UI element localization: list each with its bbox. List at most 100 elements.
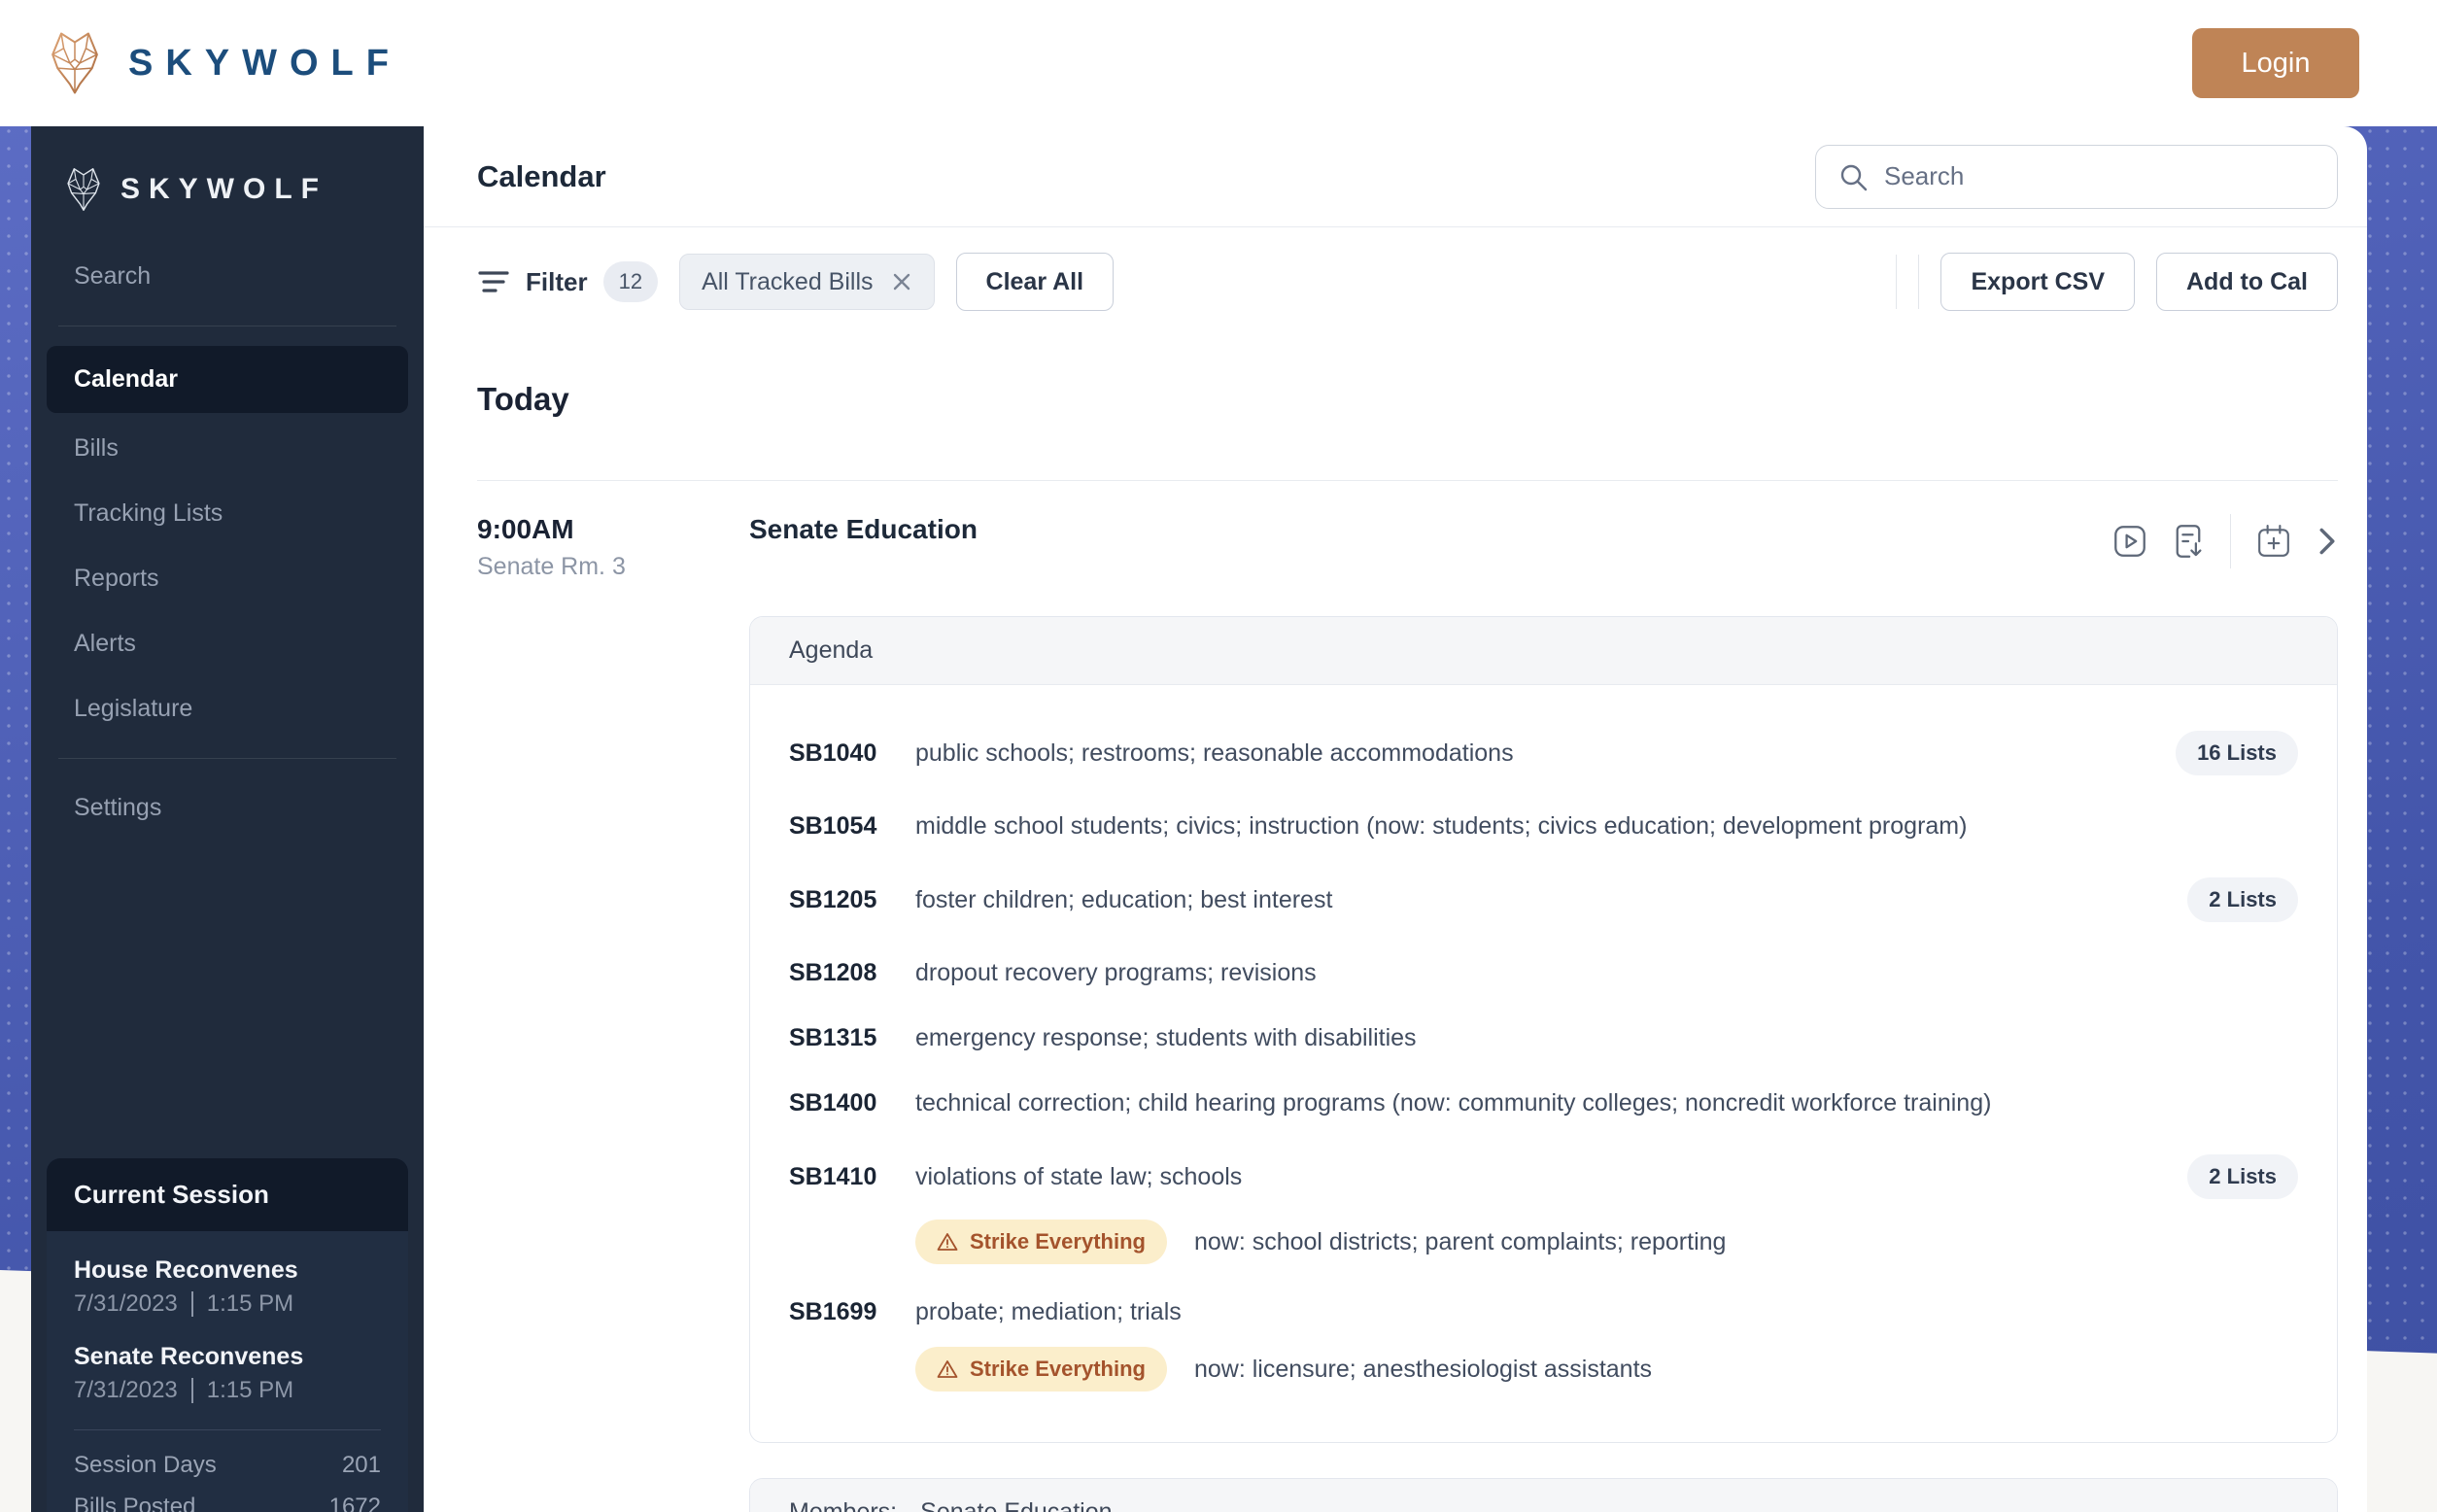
bill-number[interactable]: SB1054	[789, 812, 877, 840]
current-session-panel: Current Session House Reconvenes 7/31/20…	[47, 1158, 408, 1512]
search-box[interactable]	[1815, 144, 2338, 209]
filter-chip-all-tracked-bills[interactable]: All Tracked Bills	[679, 254, 935, 310]
bill-number[interactable]: SB1040	[789, 739, 877, 767]
export-csv-button[interactable]: Export CSV	[1940, 253, 2135, 311]
agenda-row[interactable]: SB1699 probate; mediation; trials	[789, 1280, 2298, 1345]
stat-bills-posted: Bills Posted 1672	[74, 1494, 381, 1512]
filter-count-badge: 12	[602, 261, 659, 302]
document-download-button[interactable]	[2172, 524, 2205, 559]
strike-everything-row: Strike Everything now: licensure; anesth…	[915, 1347, 2298, 1392]
toolbar: Filter 12 All Tracked Bills Clear All Ex…	[424, 227, 2367, 336]
sidebar-logo: SKYWOLF	[47, 154, 408, 241]
divider	[2230, 514, 2231, 568]
divider	[1896, 255, 1898, 309]
session-event-time: 1:15 PM	[206, 1377, 294, 1403]
sidebar-item-calendar[interactable]: Calendar	[47, 346, 408, 413]
bill-description: foster children; education; best interes…	[915, 885, 1333, 913]
bill-description: probate; mediation; trials	[915, 1298, 1182, 1325]
session-event-house: House Reconvenes 7/31/2023 1:15 PM	[74, 1256, 298, 1317]
search-icon	[1837, 161, 1869, 192]
sidebar-item-tracking-lists[interactable]: Tracking Lists	[74, 499, 223, 527]
divider	[477, 480, 2338, 481]
agenda-row[interactable]: SB1040 public schools; restrooms; reason…	[789, 712, 2298, 794]
agenda-row[interactable]: SB1410 violations of state law; schools …	[789, 1136, 2298, 1218]
brand-name: SKYWOLF	[128, 42, 401, 84]
agenda-row[interactable]: SB1054 middle school students; civics; i…	[789, 794, 2298, 859]
warning-icon	[937, 1359, 958, 1379]
filter-button[interactable]: Filter 12	[477, 261, 659, 302]
sidebar-item-search[interactable]: Search	[74, 262, 152, 290]
clear-all-button[interactable]: Clear All	[955, 253, 1115, 311]
session-event-date: 7/31/2023	[74, 1377, 178, 1403]
agenda-row[interactable]: SB1205 foster children; education; best …	[789, 859, 2298, 941]
strike-note: now: licensure; anesthesiologist assista…	[1193, 1355, 1653, 1383]
bill-number[interactable]: SB1410	[789, 1162, 877, 1190]
section-title-today: Today	[477, 381, 569, 417]
divider	[190, 1291, 193, 1317]
login-button[interactable]: Login	[2192, 28, 2359, 98]
wolf-logo-icon	[64, 167, 103, 212]
strike-everything-badge: Strike Everything	[915, 1347, 1167, 1392]
stat-session-days: Session Days 201	[74, 1452, 381, 1478]
strike-everything-badge: Strike Everything	[915, 1220, 1167, 1264]
bill-number[interactable]: SB1400	[789, 1089, 877, 1117]
bill-description: public schools; restrooms; reasonable ac…	[915, 739, 1514, 767]
bill-description: emergency response; students with disabi…	[915, 1024, 1417, 1051]
members-header-label: Members:	[789, 1498, 898, 1512]
top-bar: SKYWOLF Login	[0, 0, 2437, 126]
sidebar-brand-name: SKYWOLF	[120, 173, 327, 205]
wolf-logo-icon	[47, 31, 103, 95]
lists-count-badge: 16 Lists	[2176, 731, 2298, 775]
filter-label: Filter	[526, 266, 588, 296]
video-button[interactable]	[2113, 525, 2146, 558]
calendar-event-row: 9:00AM Senate Rm. 3 Senate Education	[424, 481, 2367, 581]
bill-description: technical correction; child hearing prog…	[915, 1089, 1992, 1117]
members-panel: Members: Senate Education Republicans	[749, 1478, 2338, 1512]
add-to-calendar-button[interactable]	[2256, 524, 2291, 559]
main-content: Calendar Filter 12 All Tracked	[424, 126, 2367, 1512]
divider	[1918, 255, 1920, 309]
bill-description: violations of state law; schools	[915, 1162, 1243, 1190]
warning-icon	[937, 1232, 958, 1252]
lists-count-badge: 2 Lists	[2187, 1154, 2298, 1199]
add-to-cal-button[interactable]: Add to Cal	[2156, 253, 2338, 311]
agenda-header: Agenda	[750, 617, 2337, 685]
sidebar-item-reports[interactable]: Reports	[74, 565, 159, 592]
divider	[74, 1429, 381, 1430]
divider	[190, 1378, 193, 1403]
strike-note: now: school districts; parent complaints…	[1193, 1227, 1727, 1255]
event-location: Senate Rm. 3	[477, 553, 626, 580]
close-icon[interactable]	[891, 271, 912, 292]
bill-number[interactable]: SB1315	[789, 1024, 877, 1051]
lists-count-badge: 2 Lists	[2187, 877, 2298, 922]
agenda-panel: Agenda SB1040 public schools; restrooms;…	[749, 616, 2338, 1443]
chevron-right-icon[interactable]	[2317, 527, 2338, 556]
session-event-senate: Senate Reconvenes 7/31/2023 1:15 PM	[74, 1343, 304, 1403]
search-input[interactable]	[1884, 161, 2316, 191]
agenda-row[interactable]: SB1208 dropout recovery programs; revisi…	[789, 941, 2298, 1006]
brand-logo: SKYWOLF	[47, 31, 401, 95]
strike-everything-row: Strike Everything now: school districts;…	[915, 1220, 2298, 1264]
page-title: Calendar	[477, 158, 606, 193]
agenda-row[interactable]: SB1315 emergency response; students with…	[789, 1006, 2298, 1071]
session-event-date: 7/31/2023	[74, 1290, 178, 1317]
bill-number[interactable]: SB1208	[789, 959, 877, 986]
bill-number[interactable]: SB1205	[789, 885, 877, 913]
main-header: Calendar	[424, 126, 2367, 227]
filter-icon	[477, 269, 510, 294]
sidebar-item-legislature[interactable]: Legislature	[74, 695, 193, 722]
current-session-title: Current Session	[47, 1158, 408, 1231]
bill-description: middle school students; civics; instruct…	[915, 812, 1968, 840]
agenda-row[interactable]: SB1400 technical correction; child heari…	[789, 1071, 2298, 1136]
bill-number[interactable]: SB1699	[789, 1298, 877, 1325]
sidebar: SKYWOLF Search Calendar Bills Tracking L…	[31, 126, 424, 1512]
session-event-time: 1:15 PM	[206, 1290, 294, 1317]
members-committee-name: Senate Education	[920, 1498, 1113, 1512]
event-time: 9:00AM	[477, 514, 574, 544]
sidebar-divider	[58, 758, 396, 759]
sidebar-item-alerts[interactable]: Alerts	[74, 630, 136, 657]
sidebar-item-bills[interactable]: Bills	[74, 434, 119, 462]
bill-description: dropout recovery programs; revisions	[915, 959, 1317, 986]
sidebar-item-settings[interactable]: Settings	[74, 794, 162, 821]
event-title: Senate Education	[749, 514, 978, 544]
